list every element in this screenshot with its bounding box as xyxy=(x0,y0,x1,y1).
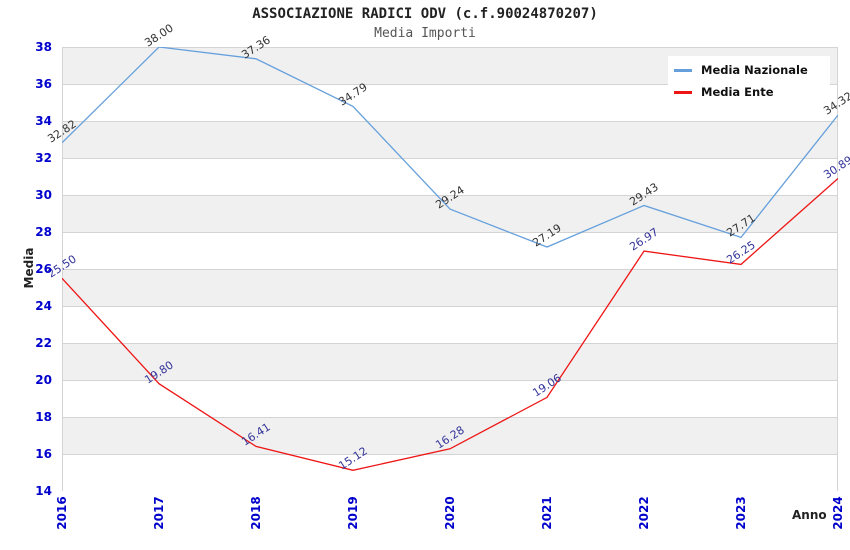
x-axis-title: Anno xyxy=(792,508,827,522)
chart-subtitle: Media Importi xyxy=(374,26,476,41)
legend-item-media-nazionale: Media Nazionale xyxy=(674,59,824,81)
x-tick-label: 2021 xyxy=(540,496,554,530)
series-line-media-ente xyxy=(62,178,838,471)
x-tick-label: 2024 xyxy=(831,496,845,530)
x-tick-label: 2022 xyxy=(637,496,651,530)
y-tick-label: 38 xyxy=(35,40,52,54)
legend: Media Nazionale Media Ente xyxy=(668,56,830,106)
y-tick-label: 36 xyxy=(35,77,52,91)
y-tick-label: 34 xyxy=(35,114,52,128)
x-tick-label: 2020 xyxy=(443,496,457,530)
x-tick-label: 2019 xyxy=(346,496,360,530)
legend-label-media-nazionale: Media Nazionale xyxy=(701,63,808,77)
y-tick-label: 28 xyxy=(35,225,52,239)
legend-item-media-ente: Media Ente xyxy=(674,81,824,103)
x-tick-label: 2018 xyxy=(249,496,263,530)
band xyxy=(62,195,838,232)
y-axis-title: Media xyxy=(22,247,36,289)
media-ente-line-swatch xyxy=(674,90,692,94)
y-tick-label: 32 xyxy=(35,151,52,165)
band xyxy=(62,343,838,380)
x-tick-label: 2016 xyxy=(55,496,69,530)
x-tick-label: 2017 xyxy=(152,496,166,530)
band xyxy=(62,417,838,454)
y-tick-label: 20 xyxy=(35,373,52,387)
y-tick-label: 16 xyxy=(35,447,52,461)
y-tick-label: 26 xyxy=(35,262,52,276)
plot-svg xyxy=(62,47,838,491)
band xyxy=(62,269,838,306)
y-tick-label: 18 xyxy=(35,410,52,424)
y-tick-label: 22 xyxy=(35,336,52,350)
legend-label-media-ente: Media Ente xyxy=(701,85,774,99)
plot-area: 32.82 38.00 37.36 34.79 29.24 27.19 29.43 27.71… xyxy=(45,21,850,491)
y-tick-label: 24 xyxy=(35,299,52,313)
media-nazionale-line-swatch xyxy=(674,68,692,72)
y-tick-label: 14 xyxy=(35,484,52,498)
x-tick-label: 2023 xyxy=(734,496,748,530)
band xyxy=(62,121,838,158)
series-line-media-nazionale xyxy=(62,47,838,248)
y-tick-label: 30 xyxy=(35,188,52,202)
chart-title: ASSOCIAZIONE RADICI ODV (c.f.90024870207… xyxy=(252,6,598,22)
